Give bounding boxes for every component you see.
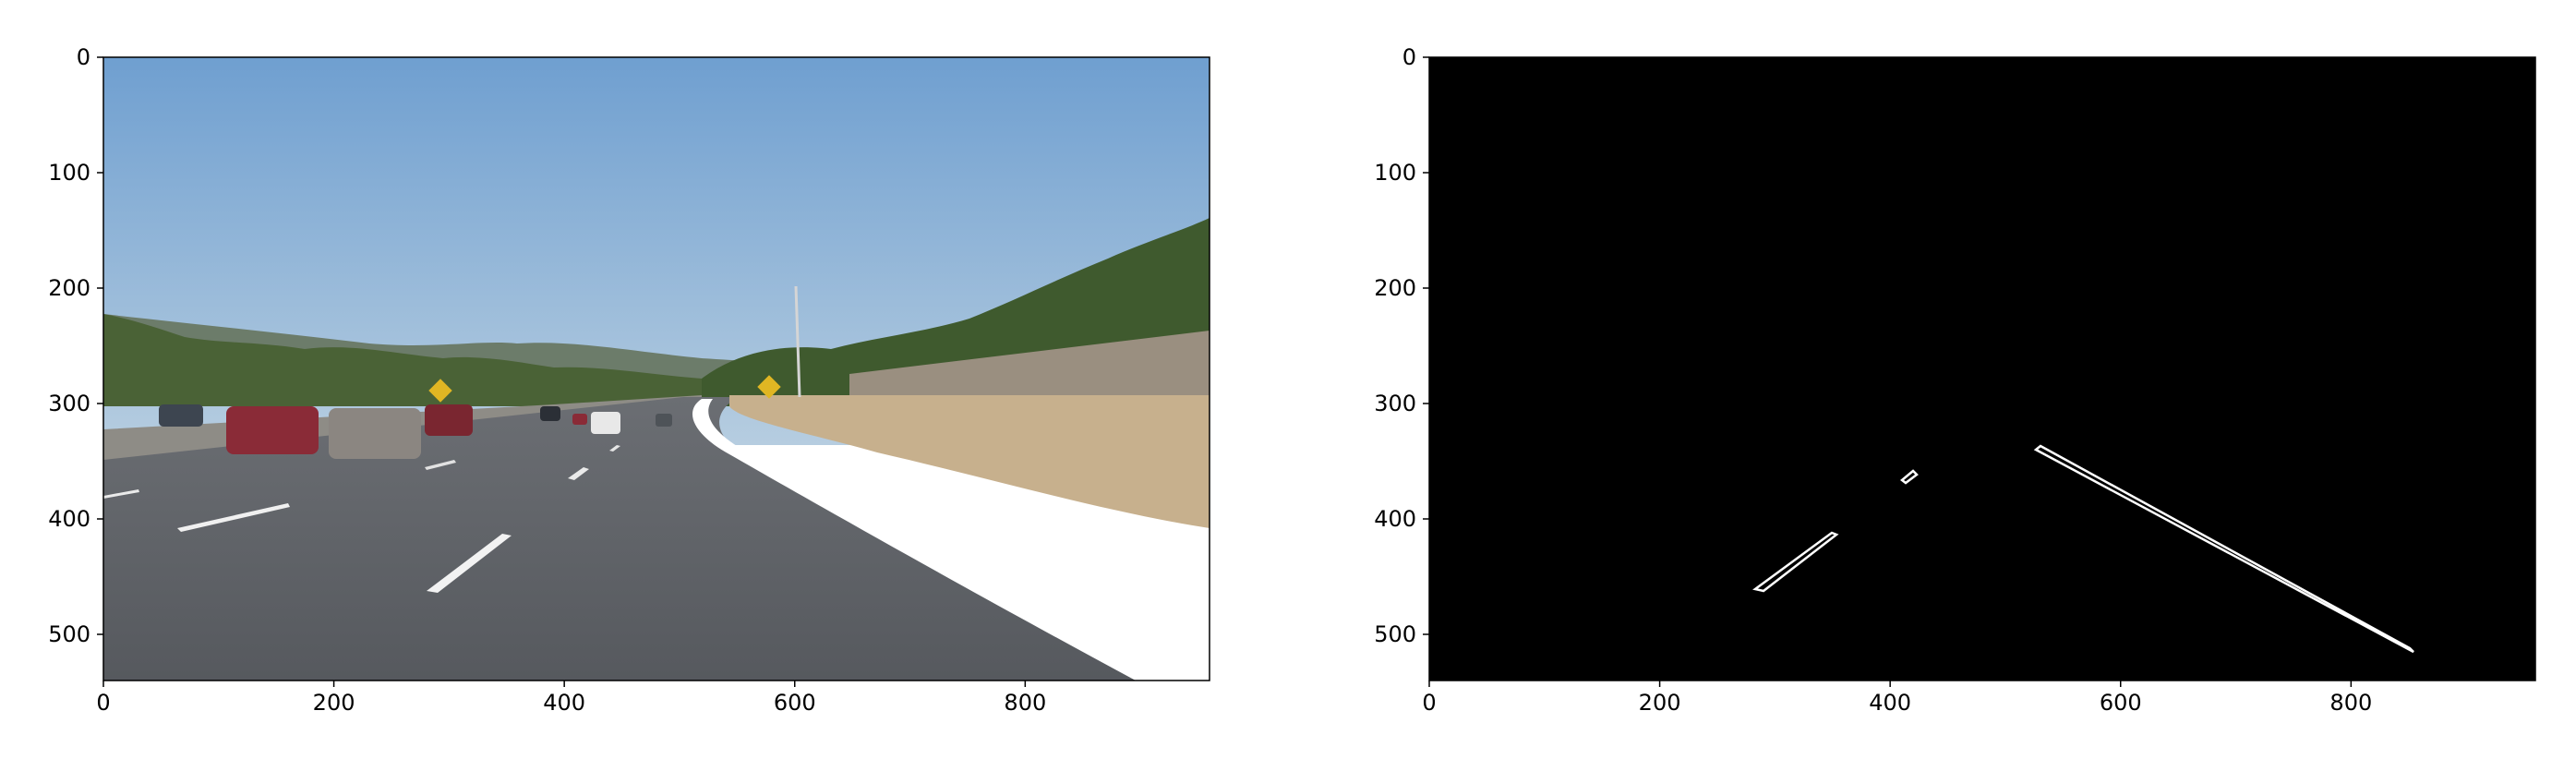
y-tick-label: 0: [77, 44, 90, 70]
x-tick-label: 400: [1869, 690, 1911, 716]
y-tick-label: 100: [48, 160, 90, 186]
left-x-axis: 0 200 400 600 800: [96, 681, 1046, 716]
road-sign: [428, 379, 452, 403]
light-pole: [794, 285, 801, 398]
left-lane-edge: [1752, 531, 1839, 593]
y-tick-label: 100: [1374, 160, 1416, 186]
road-sign: [757, 375, 781, 399]
lane-dash: [177, 503, 290, 532]
y-tick-label: 500: [1374, 621, 1416, 647]
x-tick-label: 200: [313, 690, 355, 716]
x-tick-label: 400: [543, 690, 585, 716]
right-y-axis: 0 100 200 300 400 500: [1374, 44, 1429, 647]
car: [425, 404, 473, 436]
y-tick-label: 500: [48, 621, 90, 647]
y-tick-label: 300: [1374, 391, 1416, 416]
car: [329, 408, 421, 459]
x-tick-label: 600: [2100, 690, 2142, 716]
fence: [849, 331, 1210, 395]
cars: [159, 404, 672, 459]
car: [656, 414, 672, 427]
x-tick-label: 800: [2329, 690, 2372, 716]
right-x-axis: 0 200 400 600 800: [1422, 681, 2372, 716]
x-tick-label: 0: [96, 690, 110, 716]
car: [159, 404, 203, 427]
lane-dash: [425, 460, 456, 470]
edge-lines: [1752, 444, 2414, 654]
lane-dash: [568, 467, 589, 480]
grass-shoulder: [729, 395, 1210, 528]
lane-dash: [103, 489, 139, 499]
x-tick-label: 600: [774, 690, 816, 716]
left-axes-frame: [102, 56, 1210, 681]
car: [572, 414, 587, 425]
lane-dash: [427, 534, 512, 593]
y-tick-label: 400: [48, 506, 90, 532]
road: [103, 397, 1145, 681]
x-tick-label: 800: [1004, 690, 1046, 716]
car: [226, 406, 319, 454]
left-trees: [103, 314, 702, 406]
left-panel: 0 200 400 600 800 0 100 200 300 400 500: [48, 44, 1210, 716]
x-tick-label: 200: [1639, 690, 1681, 716]
lane-dash: [609, 445, 620, 452]
car: [540, 406, 560, 421]
y-tick-label: 200: [1374, 275, 1416, 301]
right-axes-frame: [1428, 56, 2536, 681]
road-photo: [103, 57, 1210, 681]
right-lane-edge: [2033, 444, 2414, 654]
car: [591, 412, 620, 434]
y-tick-label: 300: [48, 391, 90, 416]
y-tick-label: 400: [1374, 506, 1416, 532]
x-tick-label: 0: [1422, 690, 1436, 716]
y-tick-label: 200: [48, 275, 90, 301]
small-edge-blob: [1899, 469, 1919, 485]
right-panel: 0 200 400 600 800 0 100 200 300 400 500: [1374, 44, 2536, 716]
left-y-axis: 0 100 200 300 400 500: [48, 44, 103, 647]
y-tick-label: 0: [1402, 44, 1416, 70]
edge-image-background: [1429, 57, 2535, 681]
